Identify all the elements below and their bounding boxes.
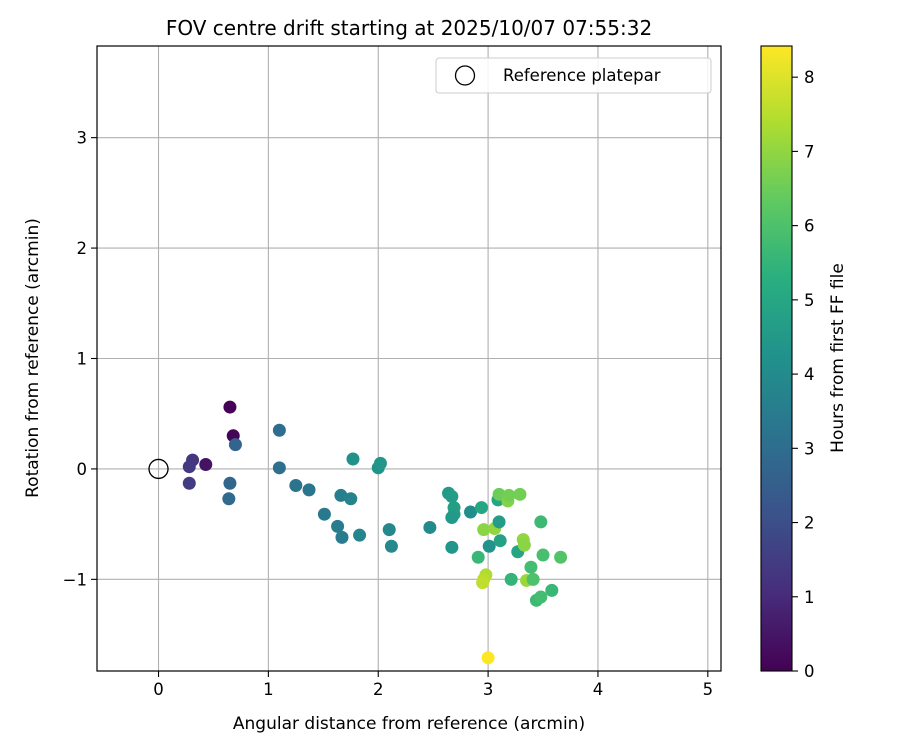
x-tick-label: 1 xyxy=(263,680,274,699)
x-axis-label: Angular distance from reference (arcmin) xyxy=(233,714,585,734)
y-tick-label: −1 xyxy=(63,570,87,589)
x-tick-label: 3 xyxy=(483,680,494,699)
reference-platepar-marker xyxy=(148,458,169,480)
scatter-point xyxy=(536,548,550,562)
scatter-point xyxy=(182,476,196,490)
x-tick-label: 2 xyxy=(373,680,384,699)
y-tick-label: 3 xyxy=(77,129,88,148)
scatter-point xyxy=(334,488,348,502)
legend-box xyxy=(435,57,712,94)
scatter-point xyxy=(504,572,518,586)
scatter-point xyxy=(344,492,358,506)
scatter-point xyxy=(199,458,213,472)
scatter-point xyxy=(445,540,459,554)
colorbar-tick-label: 0 xyxy=(804,662,815,681)
colorbar-gradient xyxy=(760,45,793,672)
scatter-point xyxy=(222,492,236,506)
legend-marker-icon xyxy=(454,65,476,86)
x-tick-label: 5 xyxy=(703,680,714,699)
scatter-point xyxy=(272,461,286,475)
colorbar-tick-label: 3 xyxy=(804,439,815,458)
scatter-point xyxy=(464,505,478,519)
x-tick-label: 4 xyxy=(593,680,604,699)
grid-lines xyxy=(97,46,721,671)
y-tick-label: 1 xyxy=(77,350,88,369)
scatter-point xyxy=(517,538,531,552)
scatter-point xyxy=(482,539,496,553)
scatter-point xyxy=(492,515,506,529)
scatter-point xyxy=(228,438,242,452)
scatter-point xyxy=(545,583,559,597)
reference-marker-layer xyxy=(148,458,169,480)
scatter-point xyxy=(493,534,507,548)
scatter-point xyxy=(335,530,349,544)
scatter-point xyxy=(384,539,398,553)
scatter-point xyxy=(382,523,396,537)
colorbar-tick-label: 7 xyxy=(804,142,815,161)
colorbar-tick-label: 5 xyxy=(804,291,815,310)
colorbar: 0 1 2 3 4 5 6 7 8 Hours from first FF file xyxy=(760,45,848,681)
scatter-point xyxy=(554,550,568,564)
chart-title: FOV centre drift starting at 2025/10/07 … xyxy=(166,16,652,40)
scatter-point xyxy=(534,590,548,604)
colorbar-tick-label: 6 xyxy=(804,217,815,236)
scatter-point xyxy=(182,460,196,474)
legend-label: Reference platepar xyxy=(503,66,661,85)
scatter-point xyxy=(476,576,490,590)
scatter-point xyxy=(524,560,538,574)
colorbar-label: Hours from first FF file xyxy=(828,263,848,453)
scatter-point xyxy=(526,572,540,586)
scatter-point xyxy=(302,483,316,497)
scatter-point xyxy=(223,400,237,414)
colorbar-tick-label: 4 xyxy=(804,365,815,384)
scatter-point xyxy=(346,452,360,466)
x-tick-label: 0 xyxy=(153,680,164,699)
scatter-point xyxy=(423,520,437,534)
legend: Reference platepar xyxy=(435,57,712,94)
scatter-point xyxy=(373,456,387,470)
scatter-point xyxy=(513,487,527,501)
colorbar-ticks: 0 1 2 3 4 5 6 7 8 xyxy=(792,68,815,681)
scatter-point xyxy=(353,528,367,542)
scatter-point xyxy=(317,507,331,521)
scatter-point xyxy=(502,488,516,502)
scatter-point xyxy=(445,511,459,525)
x-axis-ticks: 0 1 2 3 4 5 xyxy=(153,671,713,699)
scatter-point xyxy=(272,423,286,437)
scatter-point xyxy=(471,550,485,564)
colorbar-tick-label: 8 xyxy=(804,68,815,87)
scatter-point xyxy=(289,478,303,492)
colorbar-tick-label: 2 xyxy=(804,514,815,533)
scatter-point xyxy=(475,501,489,515)
scatter-point xyxy=(223,476,237,490)
colorbar-tick-label: 1 xyxy=(804,588,815,607)
scatter-point xyxy=(534,515,548,529)
scatter-point xyxy=(331,519,345,533)
scatter-points xyxy=(182,400,568,665)
y-axis-ticks: −1 0 1 2 3 xyxy=(63,129,97,589)
y-tick-label: 2 xyxy=(77,239,88,258)
y-tick-label: 0 xyxy=(77,460,88,479)
scatter-point xyxy=(477,523,491,537)
y-axis-label: Rotation from reference (arcmin) xyxy=(23,218,43,498)
scatter-point xyxy=(481,651,495,665)
scatter-point xyxy=(445,490,459,504)
